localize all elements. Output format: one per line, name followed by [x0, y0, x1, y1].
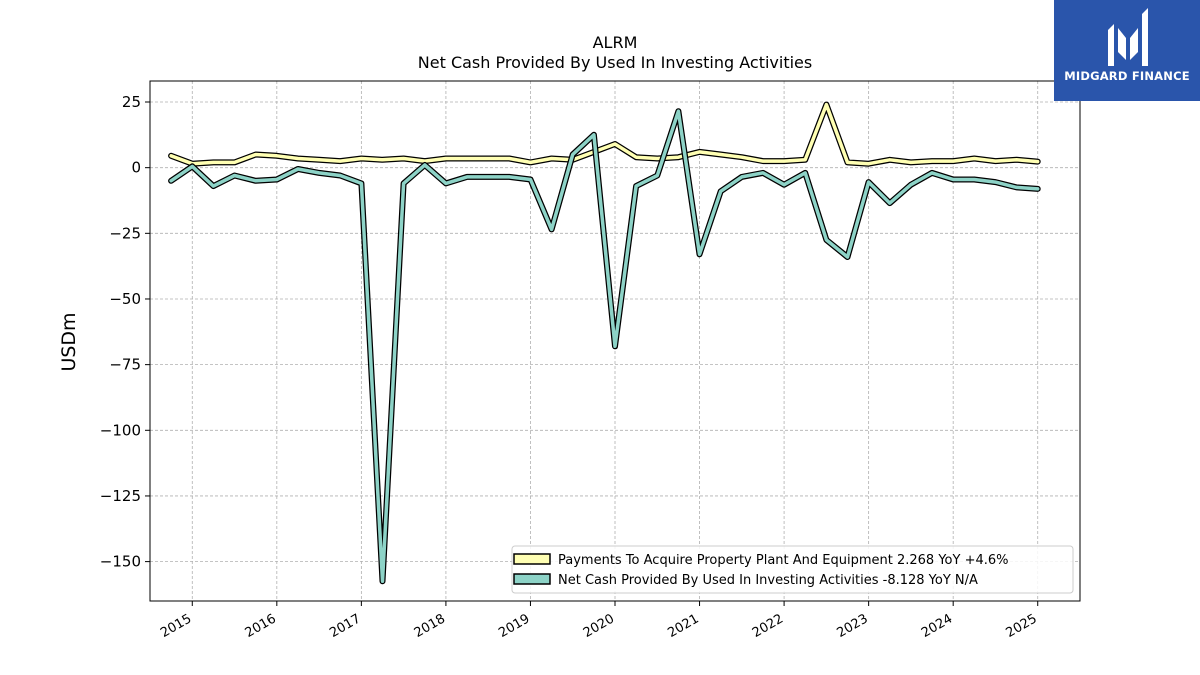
legend: Payments To Acquire Property Plant And E…	[511, 545, 1074, 594]
y-tick-label: −25	[109, 224, 141, 242]
x-tick-label: 2022	[750, 611, 786, 641]
y-tick-label: −150	[100, 553, 141, 571]
y-tick-label: 25	[122, 93, 141, 111]
legend-swatch-1	[513, 553, 551, 565]
y-tick-label: −125	[100, 487, 141, 505]
x-tick-label: 2025	[1004, 611, 1040, 641]
legend-entry-1: Payments To Acquire Property Plant And E…	[558, 553, 1009, 568]
series-outline-1	[168, 101, 1041, 167]
x-tick-label: 2019	[496, 611, 532, 641]
midgard-logo-icon	[1108, 8, 1148, 66]
x-tick-label: 2021	[665, 611, 701, 641]
x-tick-label: 2024	[919, 611, 955, 641]
x-tick-label: 2018	[412, 611, 448, 641]
series-outline-2	[168, 108, 1041, 585]
legend-entry-2: Net Cash Provided By Used In Investing A…	[558, 573, 978, 588]
y-axis-label: USDm	[58, 312, 80, 371]
x-tick-label: 2023	[834, 611, 870, 641]
x-tick-label: 2017	[327, 611, 363, 641]
y-tick-label: −100	[100, 421, 141, 439]
y-tick-label: 0	[131, 159, 141, 177]
chart-subtitle: Net Cash Provided By Used In Investing A…	[418, 53, 812, 72]
series-lines	[168, 101, 1041, 585]
chart-title: ALRM	[593, 33, 638, 52]
x-axis: 2015 2016 2017 2018 2019 2020 2021 2022 2023 2024…	[158, 601, 1040, 641]
series-line-2	[169, 109, 1040, 584]
brand-name: MIDGARD FINANCE	[1064, 69, 1190, 83]
y-tick-label: −75	[109, 356, 141, 374]
x-tick-label: 2020	[581, 611, 617, 641]
legend-swatch-2	[513, 573, 551, 585]
brand-logo: MIDGARD FINANCE	[1054, 0, 1200, 101]
y-axis: 25 0 −25 −50 −75 −100 −125 −150	[100, 93, 150, 571]
series-line-1	[169, 102, 1040, 166]
y-tick-label: −50	[109, 290, 141, 308]
x-tick-label: 2015	[158, 611, 194, 641]
grid-lines	[150, 81, 1080, 601]
legend-box	[511, 545, 1074, 594]
x-tick-label: 2016	[243, 611, 279, 641]
